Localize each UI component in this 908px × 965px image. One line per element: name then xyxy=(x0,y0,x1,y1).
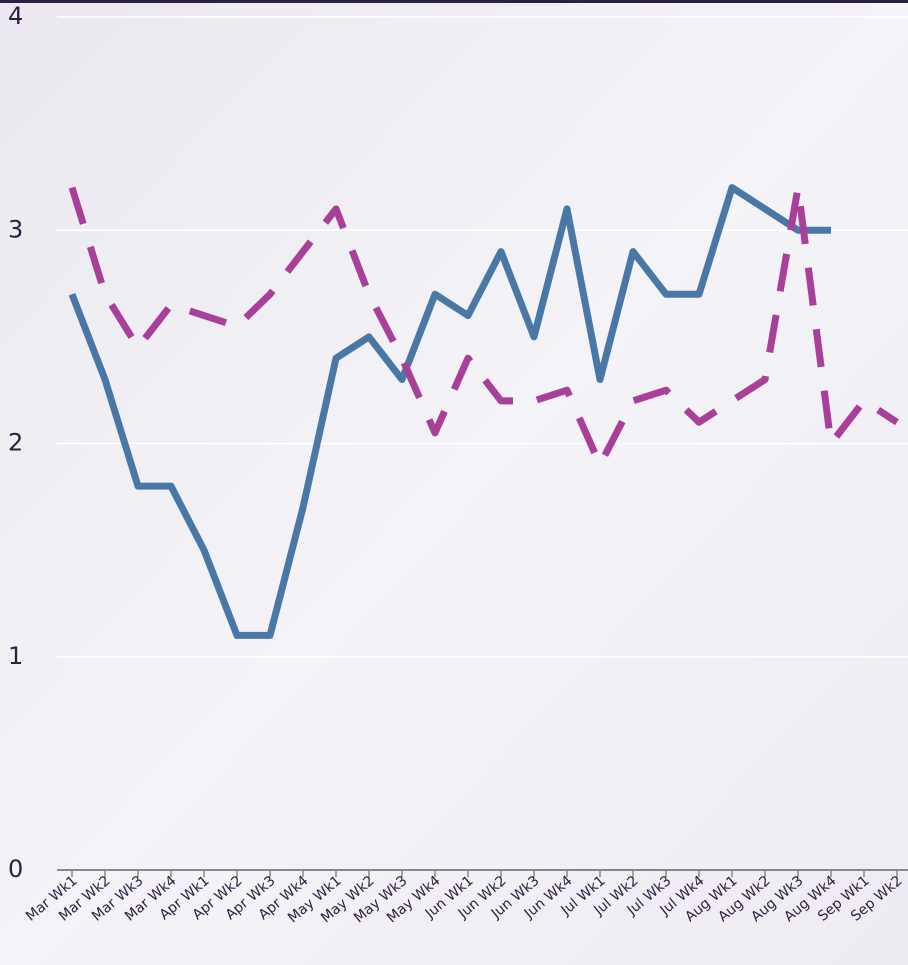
y-tick-label: 0 xyxy=(8,855,23,883)
series-line xyxy=(68,184,831,639)
y-tick-label: 1 xyxy=(8,642,23,670)
y-tick-label: 2 xyxy=(8,429,23,457)
y-tick-label: 3 xyxy=(8,215,23,243)
y-tick-label: 4 xyxy=(8,2,23,30)
series-line xyxy=(68,184,899,469)
top-band xyxy=(0,0,908,3)
